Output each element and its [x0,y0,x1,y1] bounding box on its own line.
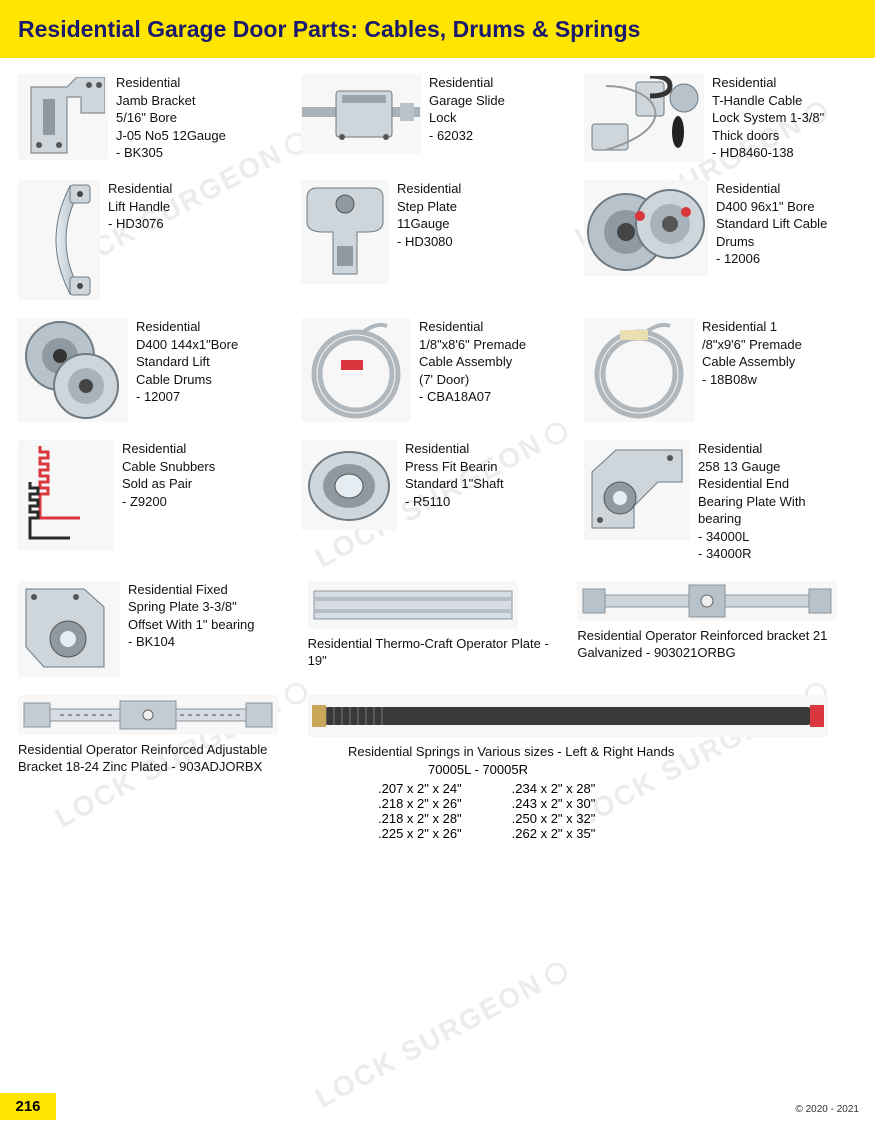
product-item: Residential D400 144x1"Bore Standard Lif… [18,318,291,422]
product-desc: Residential Step Plate 11Gauge - HD3080 [397,180,461,250]
product-item: Residential Springs in Various sizes - L… [308,695,848,842]
product-desc: Residential Garage Slide Lock - 62032 [429,74,505,144]
product-image-snubbers [18,440,114,550]
product-desc: Residential Springs in Various sizes - L… [348,743,848,761]
product-item: Residential T-Handle Cable Lock System 1… [584,74,857,162]
product-desc: Residential D400 96x1" Bore Standard Lif… [716,180,827,268]
product-item: Residential Step Plate 11Gauge - HD3080 [301,180,574,284]
product-image-end-bearing-plate [584,440,690,540]
product-image-step-plate [301,180,389,284]
product-image-lift-handle [18,180,100,300]
product-desc: Residential Lift Handle - HD3076 [108,180,172,233]
copyright: © 2020 - 2021 [795,1104,859,1115]
product-image-springs [308,695,828,737]
product-image-thandle-kit [584,74,704,162]
product-desc: Residential Operator Reinforced Adjustab… [18,741,298,776]
product-row: Residential Cable Snubbers Sold as Pair … [18,440,857,563]
product-desc: Residential D400 144x1"Bore Standard Lif… [136,318,238,406]
product-desc: Residential 258 13 Gauge Residential End… [698,440,806,563]
content-area: Residential Jamb Bracket 5/16" Bore J-05… [0,58,875,841]
product-item: Residential Garage Slide Lock - 62032 [301,74,574,154]
product-image-adjustable-bracket [18,695,278,735]
product-item: Residential Operator Reinforced bracket … [577,581,857,662]
product-desc: Residential Operator Reinforced bracket … [577,627,857,662]
product-item: Residential D400 96x1" Bore Standard Lif… [584,180,857,276]
product-image-jamb-bracket [18,74,108,160]
page-footer: 216 © 2020 - 2021 [0,1092,875,1120]
product-image-cable-drums-96 [584,180,708,276]
product-item: Residential Press Fit Bearin Standard 1"… [301,440,574,530]
product-item: Residential Jamb Bracket 5/16" Bore J-05… [18,74,291,162]
product-row: Residential D400 144x1"Bore Standard Lif… [18,318,857,422]
product-row: Residential Fixed Spring Plate 3-3/8" Of… [18,581,857,677]
page-header: Residential Garage Door Parts: Cables, D… [0,0,875,58]
product-image-cable-assembly-7ft [301,318,411,422]
product-image-thermocraft-plate [308,581,518,629]
spring-subtitle: 70005L - 70005R [428,762,848,777]
product-row: Residential Jamb Bracket 5/16" Bore J-05… [18,74,857,162]
product-image-operator-bracket-21 [577,581,837,621]
product-desc: Residential 1/8"x8'6" Premade Cable Asse… [419,318,526,406]
product-item: Residential 258 13 Gauge Residential End… [584,440,857,563]
product-desc: Residential 1 /8"x9'6" Premade Cable Ass… [702,318,802,388]
spring-size-table: .207 x 2" x 24" .218 x 2" x 26" .218 x 2… [378,781,848,841]
product-item: Residential Operator Reinforced Adjustab… [18,695,298,776]
product-item: Residential Lift Handle - HD3076 [18,180,291,300]
product-desc: Residential Cable Snubbers Sold as Pair … [122,440,215,510]
product-desc: Residential Jamb Bracket 5/16" Bore J-05… [116,74,226,162]
spring-sizes-col2: .234 x 2" x 28" .243 x 2" x 30" .250 x 2… [512,781,596,841]
product-item: Residential Thermo-Craft Operator Plate … [308,581,568,670]
page-number: 216 [0,1093,56,1120]
product-image-cable-assembly-9ft [584,318,694,422]
product-image-cable-drums-144 [18,318,128,422]
product-desc: Residential Thermo-Craft Operator Plate … [308,635,568,670]
product-item: Residential 1/8"x8'6" Premade Cable Asse… [301,318,574,422]
spring-sizes-col1: .207 x 2" x 24" .218 x 2" x 26" .218 x 2… [378,781,462,841]
product-item: Residential Cable Snubbers Sold as Pair … [18,440,291,550]
product-desc: Residential Press Fit Bearin Standard 1"… [405,440,504,510]
product-desc: Residential T-Handle Cable Lock System 1… [712,74,824,162]
page-title: Residential Garage Door Parts: Cables, D… [18,16,640,43]
product-item: Residential 1 /8"x9'6" Premade Cable Ass… [584,318,857,422]
product-item: Residential Fixed Spring Plate 3-3/8" Of… [18,581,298,677]
product-image-slide-lock [301,74,421,154]
product-row: Residential Operator Reinforced Adjustab… [18,695,857,842]
product-image-press-fit-bearing [301,440,397,530]
product-image-fixed-spring-plate [18,581,120,677]
product-desc: Residential Fixed Spring Plate 3-3/8" Of… [128,581,255,651]
product-row: Residential Lift Handle - HD3076 Residen… [18,180,857,300]
